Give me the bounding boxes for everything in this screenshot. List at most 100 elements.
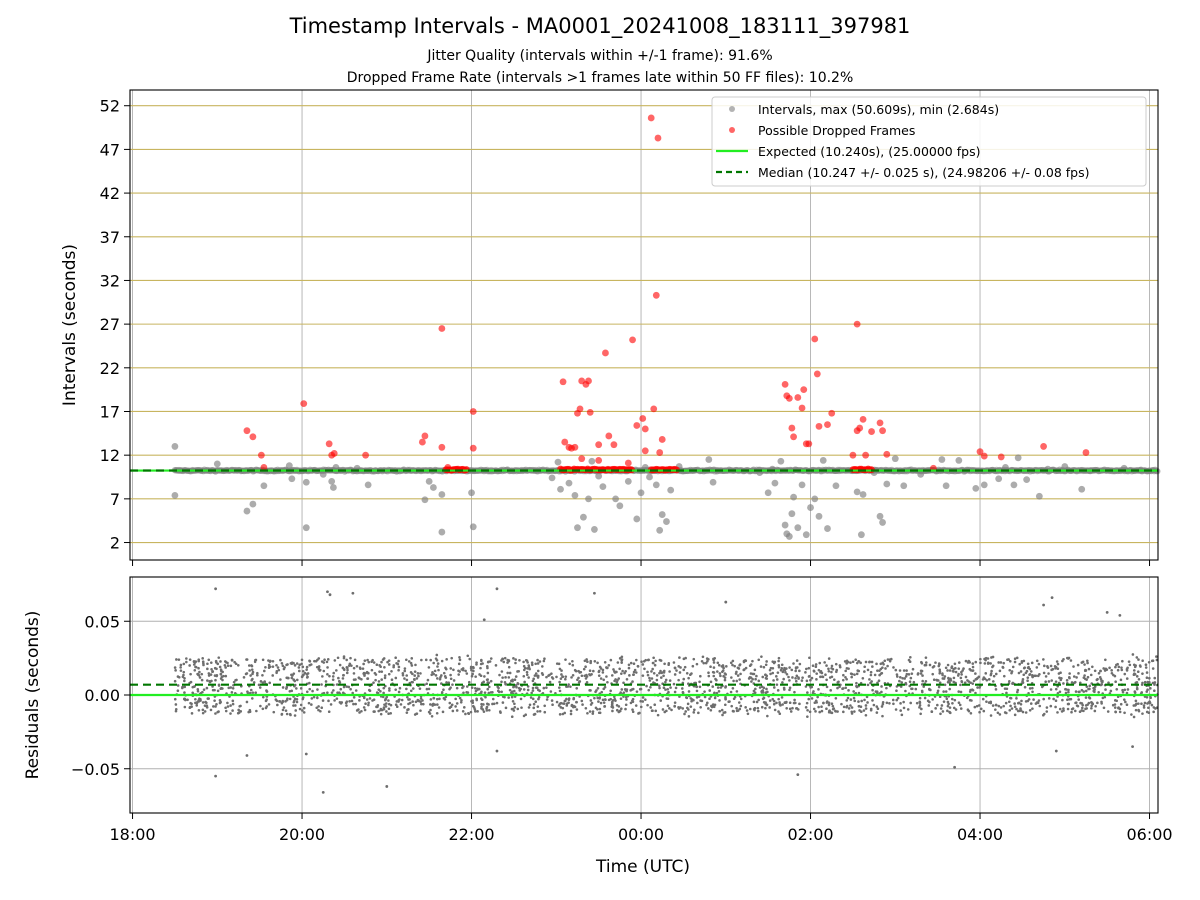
residual-point — [1118, 707, 1122, 711]
residual-point — [357, 676, 361, 680]
residual-point — [523, 680, 526, 684]
residual-point — [530, 691, 533, 695]
residual-point — [1114, 680, 1117, 684]
residual-point — [383, 676, 387, 680]
residual-point — [847, 689, 850, 692]
residual-point — [701, 655, 705, 659]
residual-point — [928, 700, 931, 704]
x-tick-label: 22:00 — [448, 825, 494, 844]
interval-point — [807, 504, 814, 511]
legend-entry: Median (10.247 +/- 0.025 s), (24.98206 +… — [758, 165, 1089, 180]
residual-point — [654, 659, 657, 663]
residual-point — [718, 709, 722, 713]
residual-point — [1013, 713, 1017, 717]
residual-point — [175, 658, 178, 661]
residual-point — [251, 697, 254, 700]
residual-point — [378, 670, 381, 673]
residual-point — [342, 685, 346, 689]
residual-point — [638, 687, 642, 691]
residual-point — [1022, 666, 1026, 670]
residual-point — [419, 672, 422, 675]
residual-point — [681, 687, 684, 690]
residual-point — [512, 689, 516, 693]
residual-point — [280, 661, 284, 665]
residual-point — [276, 666, 280, 669]
residual-point — [449, 705, 453, 709]
residual-point — [711, 703, 715, 706]
residual-point — [931, 672, 935, 676]
residual-point — [647, 658, 650, 662]
residual-point — [849, 672, 853, 675]
residual-point — [682, 677, 686, 681]
residual-point — [927, 704, 931, 707]
residual-point — [618, 667, 621, 671]
residual-point — [794, 669, 797, 673]
residual-point — [840, 702, 843, 706]
residual-point — [607, 663, 611, 667]
interval-point — [790, 493, 797, 501]
residual-point — [537, 695, 541, 699]
residual-point — [932, 678, 936, 682]
intervals-y-axis-label: Intervals (seconds) — [60, 244, 80, 406]
residual-point — [288, 697, 292, 701]
residual-point — [1142, 706, 1146, 709]
residual-point — [348, 699, 351, 703]
residual-point — [182, 673, 185, 677]
residual-point — [762, 665, 766, 669]
residual-point — [659, 659, 663, 662]
residual-point — [564, 699, 567, 703]
residual-point — [841, 687, 845, 690]
residual-point — [384, 705, 388, 708]
residual-point — [387, 663, 391, 666]
residual-point — [548, 673, 551, 677]
residual-point — [757, 679, 761, 683]
residual-point — [1001, 666, 1005, 669]
residual-point — [916, 673, 920, 676]
residual-point — [830, 666, 833, 670]
residual-point — [403, 706, 406, 709]
residual-point — [177, 658, 181, 661]
residual-point — [945, 697, 949, 701]
residual-point — [845, 677, 848, 681]
residual-point — [674, 686, 678, 690]
residual-point — [994, 703, 998, 707]
residual-point — [593, 659, 597, 663]
interval-point — [633, 515, 641, 523]
residual-point — [1019, 702, 1023, 706]
residual-point — [709, 665, 712, 669]
residual-point — [312, 695, 316, 699]
residual-point — [1054, 680, 1058, 683]
residual-point — [183, 691, 186, 694]
interval-point — [972, 484, 980, 492]
residual-point — [377, 709, 380, 713]
residual-point — [827, 703, 831, 707]
residual-point — [352, 672, 356, 675]
residual-point — [222, 674, 225, 678]
residual-point — [230, 691, 234, 694]
interval-point — [1010, 481, 1018, 489]
residual-point — [462, 691, 465, 695]
residual-point — [447, 681, 451, 684]
residual-point — [375, 691, 379, 694]
residual-point — [808, 710, 812, 714]
residual-point — [455, 709, 459, 712]
residual-point — [558, 686, 561, 689]
residual-point — [261, 673, 264, 677]
residual-point — [536, 669, 540, 673]
residual-point — [403, 669, 407, 673]
residual-point — [458, 696, 462, 700]
residual-point — [683, 665, 687, 669]
residual-point — [1073, 709, 1077, 713]
residual-point — [788, 666, 791, 669]
residual-point — [415, 712, 418, 716]
residual-point — [405, 687, 408, 691]
residual-point — [448, 687, 451, 691]
residual-point — [218, 665, 222, 669]
residual-point — [572, 696, 576, 700]
residual-outlier — [1118, 613, 1122, 617]
residual-point — [358, 711, 361, 714]
residual-point — [1134, 699, 1138, 703]
residual-point — [588, 669, 592, 673]
residual-point — [1099, 683, 1103, 687]
residual-point — [518, 689, 522, 692]
